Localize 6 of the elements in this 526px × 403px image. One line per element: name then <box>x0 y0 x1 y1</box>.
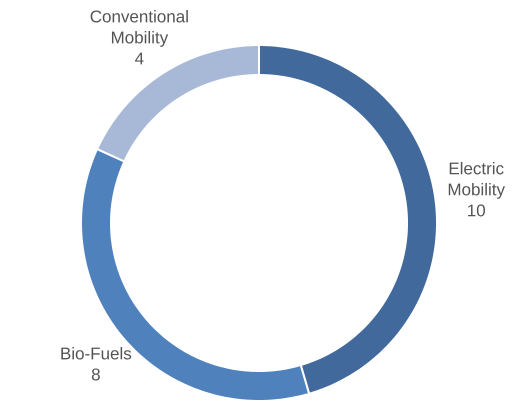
slice-label: Bio-Fuels <box>61 347 132 360</box>
data-label: 10 <box>468 204 486 216</box>
data-label: 8 <box>92 368 100 380</box>
data-label: 4 <box>135 52 144 64</box>
slice-label: Electric Mobility <box>448 162 505 199</box>
slice-label: Conventional Mobility <box>90 10 188 47</box>
